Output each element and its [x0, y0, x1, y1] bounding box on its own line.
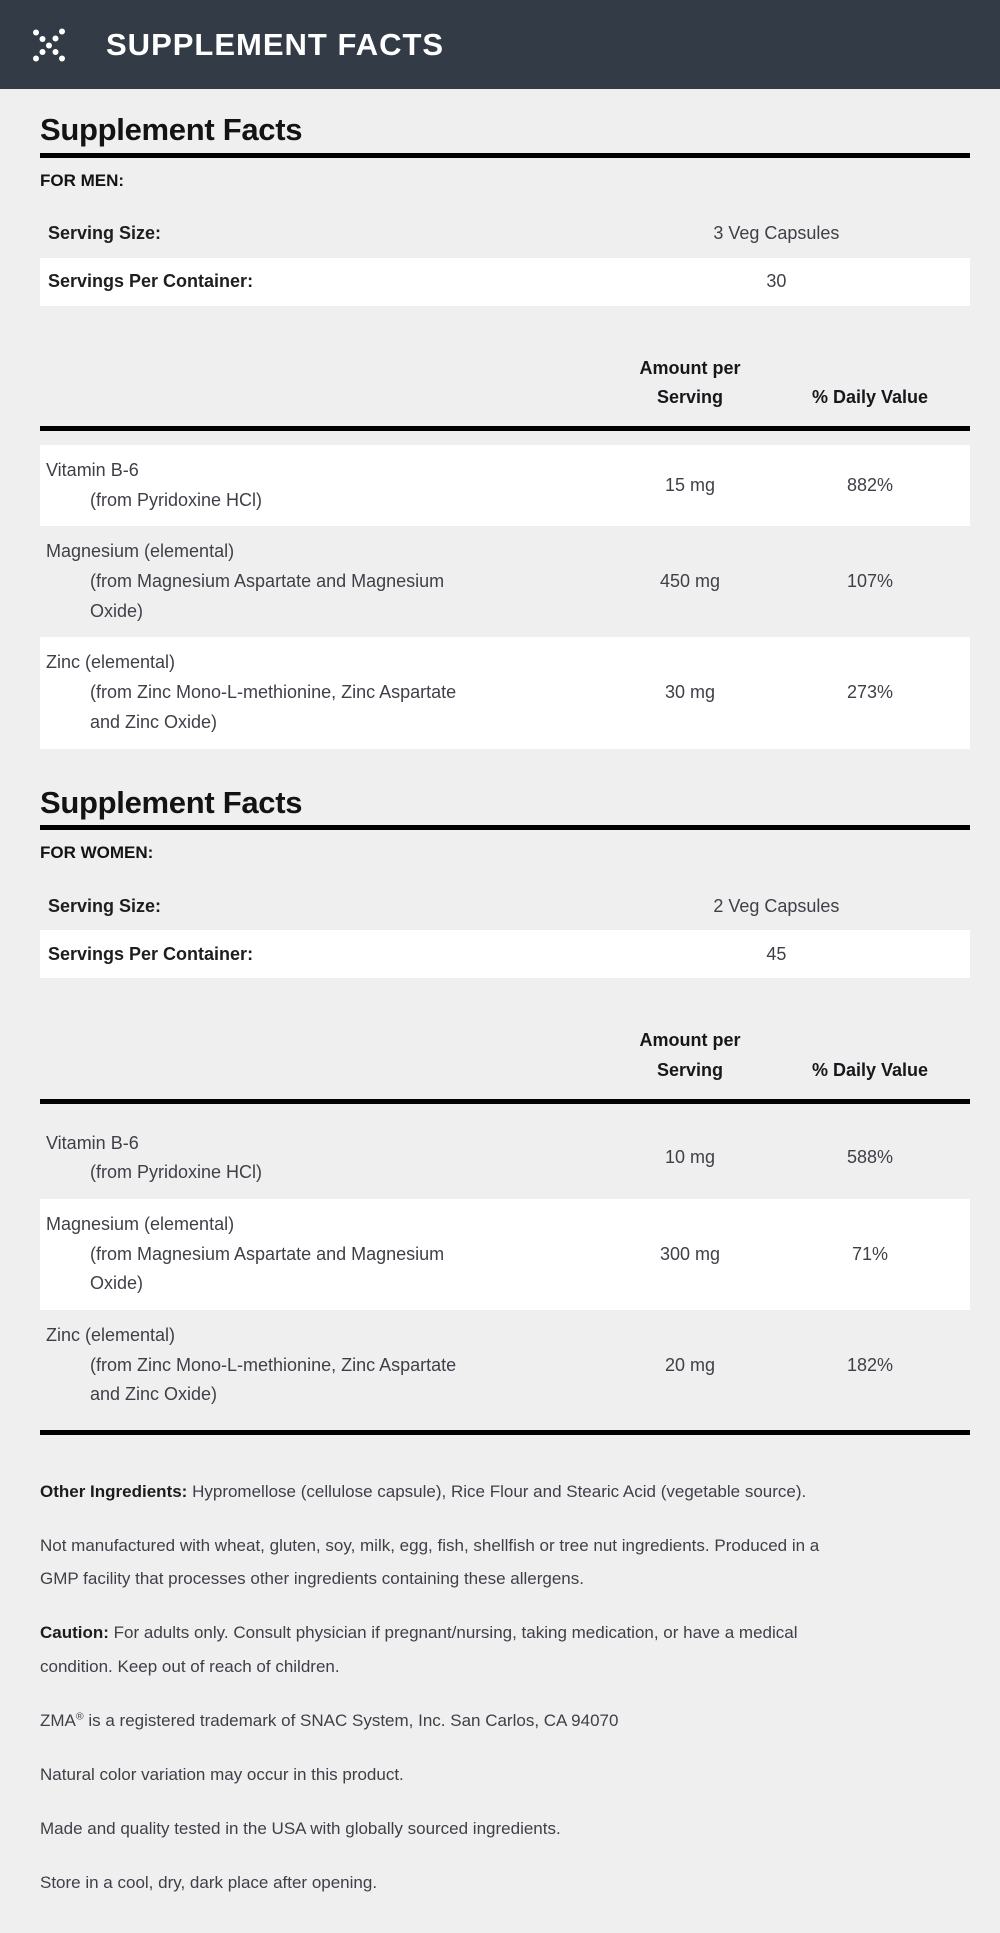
- ingredient-source: (from Pyridoxine HCl): [90, 1162, 263, 1183]
- ingredient-name: Magnesium (elemental): [46, 1213, 235, 1234]
- servings-per-container-value: 30: [766, 271, 787, 292]
- storage-note: Store in a cool, dry, dark place after o…: [40, 1873, 378, 1893]
- serving-size-label: Serving Size:: [48, 223, 162, 244]
- ingredient-daily-value: 71%: [851, 1243, 889, 1264]
- ingredient-source: (from Magnesium Aspartate and Magnesium …: [90, 571, 445, 621]
- banner-title: SUPPLEMENT FACTS: [106, 26, 445, 62]
- table-column-headers: Amount per Serving % Daily Value: [40, 1026, 970, 1085]
- bottom-rule: [40, 1430, 970, 1436]
- other-ingredients-text: Hypromellose (cellulose capsule), Rice F…: [187, 1482, 807, 1502]
- servings-per-container-label: Servings Per Container:: [48, 271, 254, 292]
- section-heading: Supplement Facts: [40, 785, 970, 831]
- ingredient-name: Magnesium (elemental): [46, 541, 235, 562]
- daily-value-column-header: % Daily Value: [811, 387, 929, 408]
- supplement-facts-panel: Supplement Facts FOR MEN: Serving Size: …: [0, 112, 1000, 1933]
- ingredient-daily-value: 182%: [846, 1354, 894, 1375]
- ingredient-amount: 300 mg: [659, 1243, 721, 1264]
- ingredient-source: (from Magnesium Aspartate and Magnesium …: [90, 1243, 445, 1294]
- servings-per-container-row: Servings Per Container: 45: [40, 930, 970, 979]
- supplement-facts-banner: SUPPLEMENT FACTS: [0, 0, 1000, 89]
- serving-size-label: Serving Size:: [48, 895, 162, 916]
- audience-label: FOR MEN:: [40, 170, 125, 190]
- serving-size-row: Serving Size: 3 Veg Capsules: [40, 210, 970, 258]
- dotted-x-icon: [30, 26, 68, 64]
- audience-label: FOR WOMEN:: [40, 843, 154, 863]
- ingredient-name: Zinc (elemental): [46, 652, 176, 673]
- amount-per-serving-column-header: Amount per Serving: [639, 1030, 741, 1080]
- table-rule: [40, 426, 970, 432]
- ingredient-row-zinc: Zinc (elemental) (from Zinc Mono-L-methi…: [40, 1310, 970, 1421]
- ingredient-amount: 15 mg: [664, 474, 716, 495]
- trademark-note: ZMA® is a registered trademark of SNAC S…: [40, 1704, 970, 1737]
- ingredient-source: (from Pyridoxine HCl): [90, 489, 263, 510]
- footnotes: Other Ingredients: Hypromellose (cellulo…: [40, 1475, 970, 1899]
- ingredient-amount: 20 mg: [664, 1354, 716, 1375]
- ingredient-amount: 10 mg: [664, 1147, 716, 1168]
- ingredient-daily-value: 107%: [846, 571, 894, 592]
- other-ingredients-label: Other Ingredients:: [40, 1482, 188, 1502]
- caution-text: For adults only. Consult physician if pr…: [40, 1623, 798, 1676]
- servings-per-container-label: Servings Per Container:: [48, 943, 254, 964]
- ingredient-row-zinc: Zinc (elemental) (from Zinc Mono-L-methi…: [40, 637, 970, 749]
- serving-size-value: 3 Veg Capsules: [713, 223, 840, 244]
- serving-size-value: 2 Veg Capsules: [713, 895, 840, 916]
- ingredient-row-vitamin-b6: Vitamin B-6 (from Pyridoxine HCl) 15 mg …: [40, 445, 970, 527]
- trademark-prefix: ZMA: [40, 1710, 76, 1730]
- ingredient-row-vitamin-b6: Vitamin B-6 (from Pyridoxine HCl) 10 mg …: [40, 1118, 970, 1199]
- servings-per-container-value: 45: [766, 943, 787, 964]
- section-women: Supplement Facts FOR WOMEN: Serving Size…: [40, 785, 970, 1422]
- table-column-headers: Amount per Serving % Daily Value: [40, 354, 970, 413]
- ingredient-amount: 450 mg: [659, 571, 721, 592]
- table-rule: [40, 1098, 970, 1104]
- daily-value-column-header: % Daily Value: [811, 1059, 929, 1080]
- ingredient-row-magnesium: Magnesium (elemental) (from Magnesium As…: [40, 1198, 970, 1310]
- ingredient-row-magnesium: Magnesium (elemental) (from Magnesium As…: [40, 526, 970, 637]
- allergen-note: Not manufactured with wheat, gluten, soy…: [40, 1536, 820, 1589]
- ingredient-name: Vitamin B-6: [46, 1132, 139, 1153]
- ingredient-name: Zinc (elemental): [46, 1324, 176, 1345]
- ingredient-source: (from Zinc Mono-L-methionine, Zinc Aspar…: [90, 1354, 457, 1405]
- ingredient-amount: 30 mg: [664, 682, 716, 703]
- ingredient-source: (from Zinc Mono-L-methionine, Zinc Aspar…: [90, 682, 457, 732]
- section-heading: Supplement Facts: [40, 112, 970, 158]
- caution-label: Caution:: [40, 1623, 109, 1643]
- ingredient-daily-value: 273%: [846, 682, 894, 703]
- made-in-note: Made and quality tested in the USA with …: [40, 1819, 561, 1839]
- amount-per-serving-column-header: Amount per Serving: [639, 357, 741, 408]
- serving-size-row: Serving Size: 2 Veg Capsules: [40, 882, 970, 930]
- ingredient-name: Vitamin B-6: [46, 460, 139, 481]
- other-ingredients-note: Other Ingredients: Hypromellose (cellulo…: [40, 1475, 970, 1508]
- registered-mark: ®: [75, 1710, 84, 1723]
- ingredient-daily-value: 588%: [846, 1147, 894, 1168]
- ingredient-daily-value: 882%: [846, 474, 894, 495]
- servings-per-container-row: Servings Per Container: 30: [40, 257, 970, 306]
- caution-note: Caution: For adults only. Consult physic…: [40, 1616, 970, 1682]
- section-men: Supplement Facts FOR MEN: Serving Size: …: [40, 112, 970, 749]
- color-variation-note: Natural color variation may occur in thi…: [40, 1764, 404, 1784]
- trademark-text: is a registered trademark of SNAC System…: [83, 1710, 619, 1730]
